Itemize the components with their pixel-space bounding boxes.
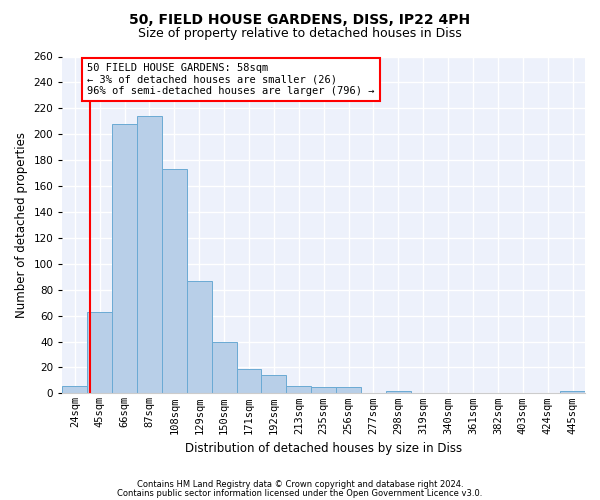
Bar (286, 386, 311, 394)
Bar (236, 369, 262, 394)
X-axis label: Distribution of detached houses by size in Diss: Distribution of detached houses by size … (185, 442, 462, 455)
Text: 50 FIELD HOUSE GARDENS: 58sqm
← 3% of detached houses are smaller (26)
96% of se: 50 FIELD HOUSE GARDENS: 58sqm ← 3% of de… (87, 63, 375, 96)
Bar (87, 312, 112, 394)
Text: Size of property relative to detached houses in Diss: Size of property relative to detached ho… (138, 28, 462, 40)
Bar (187, 280, 212, 394)
Bar (62, 386, 87, 394)
Bar (386, 391, 411, 394)
Bar (112, 124, 137, 394)
Bar (262, 375, 286, 394)
Text: 50, FIELD HOUSE GARDENS, DISS, IP22 4PH: 50, FIELD HOUSE GARDENS, DISS, IP22 4PH (130, 12, 470, 26)
Y-axis label: Number of detached properties: Number of detached properties (15, 132, 28, 318)
Text: Contains HM Land Registry data © Crown copyright and database right 2024.: Contains HM Land Registry data © Crown c… (137, 480, 463, 489)
Text: Contains public sector information licensed under the Open Government Licence v3: Contains public sector information licen… (118, 488, 482, 498)
Bar (162, 169, 187, 394)
Bar (560, 391, 585, 394)
Bar (311, 387, 336, 394)
Bar (137, 116, 162, 394)
Bar (212, 342, 236, 394)
Bar (336, 387, 361, 394)
